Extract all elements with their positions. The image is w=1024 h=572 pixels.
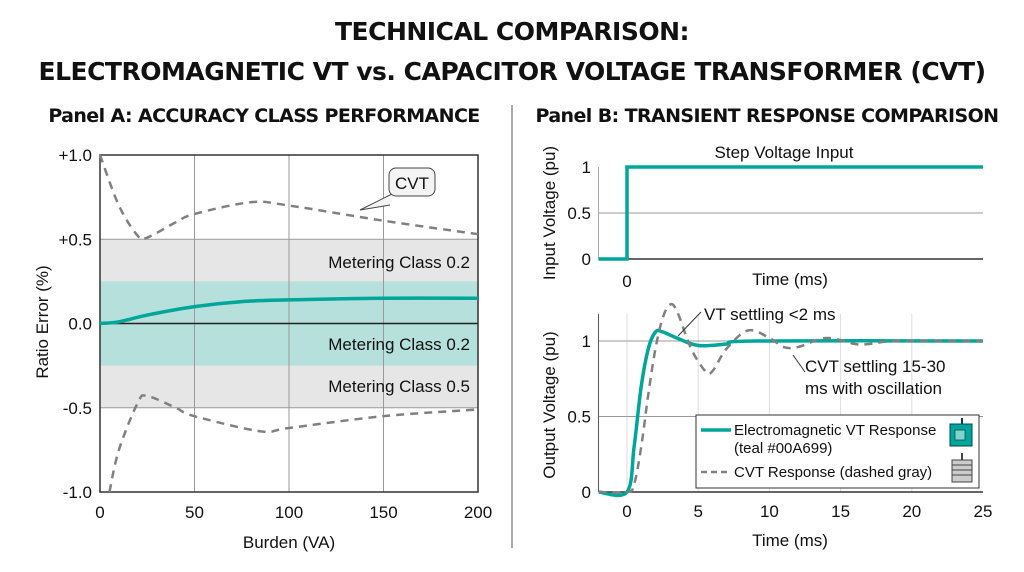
y-tick-label: 0	[582, 250, 591, 269]
panel-a-ylabel: Ratio Error (%)	[33, 265, 52, 378]
legend-vt-label: Electromagnetic VT Response	[734, 422, 936, 439]
x-tick-label: 0	[622, 502, 631, 521]
panel-a-xlabel: Burden (VA)	[243, 533, 335, 552]
panel-a-plot: 0 50 100 150 200 +1.0 +0.5 0.0 -0.5 -1.0	[58, 146, 492, 522]
x-tick-label: 100	[275, 503, 303, 522]
x-tick-label: 50	[185, 503, 204, 522]
legend-cvt-label: CVT Response (dashed gray)	[734, 464, 932, 481]
y-tick-label: 1	[582, 332, 591, 351]
x-tick-label: 0	[95, 503, 104, 522]
y-tick-label: 0	[582, 483, 591, 502]
cvt-callout: CVT	[359, 167, 436, 211]
band-label-lower: Metering Class 0.5	[328, 377, 470, 396]
x-tick-label: 5	[693, 502, 702, 521]
y-tick-label: 0.0	[68, 315, 92, 334]
panel-b-output-ylabel: Output Voltage (pu)	[540, 331, 559, 478]
x-tick-label: 200	[464, 503, 492, 522]
vt-settling-annotation: VT settling <2 ms	[704, 305, 836, 324]
cvt-callout-label: CVT	[395, 174, 429, 193]
x-tick-label: 25	[974, 502, 993, 521]
panel-b-title: Panel B: TRANSIENT RESPONSE COMPARISON	[536, 105, 999, 127]
x-tick-label: 150	[369, 503, 397, 522]
cvt-transformer-icon	[951, 453, 973, 483]
y-tick-label: -1.0	[63, 483, 92, 502]
y-tick-label: 0.5	[567, 408, 591, 427]
y-tick-label: +1.0	[58, 146, 92, 165]
y-tick-label: -0.5	[63, 399, 92, 418]
cvt-error-curve	[98, 154, 479, 241]
legend: Electromagnetic VT Response (teal #00A69…	[695, 414, 980, 489]
x-tick-label: 20	[902, 502, 921, 521]
panel-a-title: Panel A: ACCURACY CLASS PERFORMANCE	[48, 105, 479, 127]
y-tick-label: +0.5	[58, 230, 92, 249]
x-tick-label: 15	[831, 502, 850, 521]
panel-b-subtitle: Step Voltage Input	[715, 143, 854, 162]
title-line2: ELECTROMAGNETIC VT vs. CAPACITOR VOLTAGE…	[39, 57, 986, 86]
title-line1: TECHNICAL COMPARISON:	[335, 17, 689, 46]
panel-b-input-xlabel: Time (ms)	[752, 270, 828, 289]
y-tick-label: 1	[582, 158, 591, 177]
vt-error-curve	[99, 296, 479, 326]
band-label-upper: Metering Class 0.2	[328, 253, 470, 272]
vt-transformer-icon	[949, 418, 973, 447]
panel-b-input-plot: 010.50	[567, 158, 983, 291]
step-input-line	[598, 165, 983, 261]
vt-settling-leader	[677, 311, 702, 337]
cvt-settling-annotation-line2: ms with oscillation	[805, 379, 942, 398]
cvt-settling-annotation-line1: CVT settling 15-30	[805, 357, 945, 376]
x-tick-label: 10	[760, 502, 779, 521]
band-label-middle: Metering Class 0.2	[328, 335, 470, 354]
y-tick-label: 0.5	[567, 204, 591, 223]
panel-b-input-ylabel: Input Voltage (pu)	[540, 146, 559, 280]
legend-vt-label-line2: (teal #00A699)	[734, 440, 832, 457]
vt-response-curve	[598, 328, 984, 498]
cvt-error-curve	[108, 394, 479, 493]
panel-b-output-xlabel: Time (ms)	[752, 531, 828, 550]
cvt-settling-leader	[792, 354, 806, 373]
x-tick-label: 0	[622, 272, 631, 291]
